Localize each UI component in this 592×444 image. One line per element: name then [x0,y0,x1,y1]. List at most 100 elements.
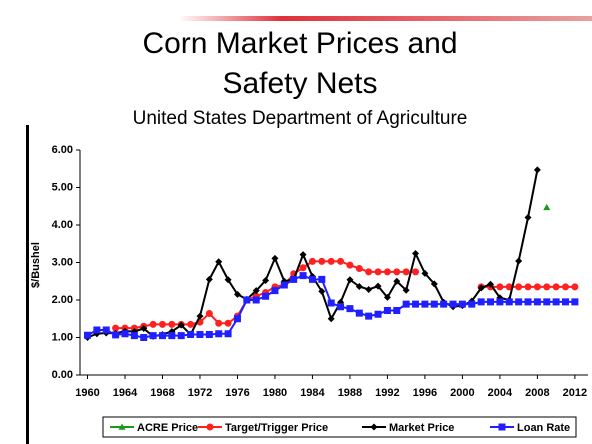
point [515,298,523,306]
x-tick-label: 1976 [225,387,249,399]
point [252,296,260,304]
legend-label: Loan Rate [517,422,570,434]
point [299,264,307,272]
point [430,300,438,308]
point [477,284,485,292]
point [337,303,345,311]
point [402,300,410,308]
point [271,254,279,262]
point [205,331,213,338]
point [562,298,570,306]
point [533,283,541,291]
x-tick-label: 2000 [450,387,474,399]
point [346,305,354,313]
point [205,275,213,283]
x-tick-label: 2008 [525,387,549,399]
point [458,300,466,308]
point [543,298,551,306]
point [393,307,401,314]
point [365,312,373,320]
y-tick-label: 4.00 [52,219,73,231]
point [533,166,541,174]
point [524,298,532,306]
point [468,300,476,308]
point [243,296,251,304]
point [93,326,101,334]
legend-box [102,416,577,438]
point [487,298,495,306]
point [224,319,232,327]
point [215,319,223,327]
point [412,268,420,276]
point [177,321,185,329]
point [355,265,363,272]
point [365,268,373,276]
point [402,286,410,294]
legend-swatch-marker [498,423,506,431]
point [271,287,279,295]
point [524,283,532,291]
point [337,257,345,265]
point [430,280,438,288]
point [449,300,457,308]
point [308,257,316,265]
x-tick-label: 1972 [188,387,212,399]
x-tick-label: 1968 [150,387,174,399]
series-line [87,169,539,339]
point [158,320,166,328]
point [233,315,241,323]
point [149,320,157,328]
point [196,312,204,320]
point [196,331,204,338]
x-tick-label: 1996 [413,387,437,399]
legend-swatch-marker [370,423,378,431]
point [327,315,335,323]
point [543,283,551,291]
point [140,334,148,341]
point [533,298,541,306]
point [571,283,579,291]
point [262,277,270,284]
point [205,310,213,317]
point [355,283,363,290]
point [374,268,382,276]
point [187,320,195,328]
point [83,331,91,339]
point [421,300,429,308]
point [280,281,288,289]
point [158,332,166,340]
point [346,276,354,284]
point [515,283,523,291]
point [421,269,429,277]
decor-bar [178,16,592,21]
point [130,332,138,340]
y-tick-label: 2.00 [52,294,73,306]
x-tick-label: 1980 [263,387,287,399]
point [318,257,326,265]
x-tick-label: 2004 [488,387,513,399]
point [112,331,120,339]
point [543,203,551,211]
point [365,286,373,293]
point [487,280,495,288]
y-tick-label: 0.00 [52,369,73,381]
point [149,332,157,340]
point [252,287,260,295]
point [327,299,335,307]
point [374,310,382,318]
point [290,275,298,283]
point [440,300,448,308]
y-tick-label: 5.00 [52,181,73,193]
point [496,298,504,306]
point [496,283,504,291]
point [393,268,401,276]
series-line [115,260,575,330]
x-tick-label: 1984 [300,387,325,399]
point [383,307,391,314]
point [505,298,513,306]
point [299,251,307,259]
legend-swatch-marker [206,423,214,431]
point [215,330,223,338]
